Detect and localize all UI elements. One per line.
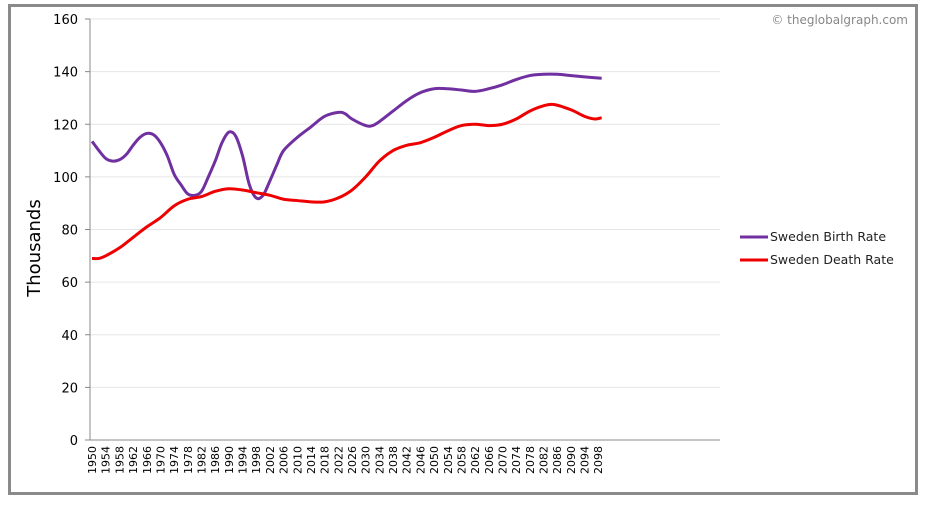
x-tick-label: 1970 <box>154 446 167 474</box>
x-tick-label: 2074 <box>510 446 523 474</box>
x-tick-label: 1962 <box>127 446 140 474</box>
x-tick-label: 1950 <box>86 446 99 474</box>
x-tick-label: 2002 <box>264 446 277 474</box>
x-tick-label: 2062 <box>469 446 482 474</box>
x-tick-label: 2058 <box>455 446 468 474</box>
x-tick-label: 1982 <box>195 446 208 474</box>
x-tick-label: 1966 <box>141 446 154 474</box>
x-tick-label: 1994 <box>237 446 250 474</box>
y-tick-label: 160 <box>53 13 78 28</box>
x-tick-label: 2042 <box>401 446 414 474</box>
x-tick-label: 1986 <box>209 446 222 474</box>
x-tick-label: 2098 <box>592 446 605 474</box>
x-tick-label: 1958 <box>113 446 126 474</box>
watermark: © theglobalgraph.com <box>771 13 908 27</box>
y-tick-label: 40 <box>61 329 78 344</box>
x-tick-label: 1990 <box>223 446 236 474</box>
x-tick-label: 2030 <box>360 446 373 474</box>
x-tick-label: 2090 <box>565 446 578 474</box>
x-tick-label: 2094 <box>579 446 592 474</box>
x-tick-label: 2086 <box>551 446 564 474</box>
chart-frame <box>8 4 918 495</box>
x-tick-label: 2034 <box>373 446 386 474</box>
x-tick-label: 2014 <box>305 446 318 474</box>
x-tick-label: 2006 <box>278 446 291 474</box>
x-tick-label: 1954 <box>100 446 113 474</box>
x-tick-label: 2038 <box>387 446 400 474</box>
x-tick-label: 2070 <box>496 446 509 474</box>
x-tick-label: 2010 <box>291 446 304 474</box>
x-tick-label: 2078 <box>524 446 537 474</box>
x-tick-label: 2054 <box>442 446 455 474</box>
y-tick-label: 120 <box>53 118 78 133</box>
x-tick-label: 2050 <box>428 446 441 474</box>
x-tick-label: 2022 <box>332 446 345 474</box>
x-tick-label: 1978 <box>182 446 195 474</box>
y-tick-label: 0 <box>70 434 78 449</box>
y-tick-label: 140 <box>53 66 78 81</box>
x-tick-label: 1974 <box>168 446 181 474</box>
y-tick-label: 80 <box>61 224 78 239</box>
legend-label: Sweden Birth Rate <box>770 229 886 244</box>
x-tick-label: 2066 <box>483 446 496 474</box>
y-tick-label: 100 <box>53 171 78 186</box>
series-line-birth-rate <box>90 72 602 201</box>
x-tick-label: 2082 <box>538 446 551 474</box>
x-tick-label: 2026 <box>346 446 359 474</box>
x-tick-label: 1998 <box>250 446 263 474</box>
y-axis-label: Thousands <box>24 199 45 297</box>
x-tick-label: 2018 <box>319 446 332 474</box>
legend-label: Sweden Death Rate <box>770 252 894 267</box>
series-line-death-rate <box>92 102 603 261</box>
x-tick-label: 2046 <box>414 446 427 474</box>
y-tick-label: 60 <box>61 276 78 291</box>
y-tick-label: 20 <box>61 381 78 396</box>
